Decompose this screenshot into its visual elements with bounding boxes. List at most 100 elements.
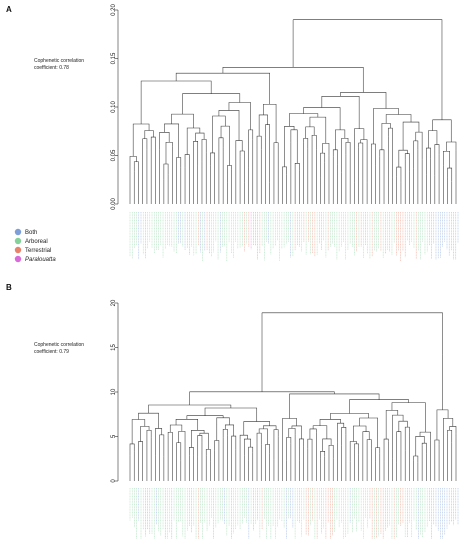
y-axis-tick-label: 0.10 xyxy=(111,101,117,113)
dendrogram-branch xyxy=(404,426,410,451)
dendrogram-branch xyxy=(150,136,156,181)
dendrogram-branch xyxy=(341,427,347,446)
dendrogram-branch xyxy=(371,143,376,166)
dendrogram-branch xyxy=(131,419,146,444)
dendrogram-branch xyxy=(332,149,338,165)
dendrogram-branch xyxy=(375,447,381,462)
dendrogram-branch xyxy=(256,135,262,150)
dendrogram-branch xyxy=(182,93,241,115)
dendrogram-branch xyxy=(189,391,335,406)
dendrogram-branch xyxy=(349,441,357,462)
dendrogram-branch xyxy=(273,429,279,460)
panel-a-dendrogram xyxy=(129,19,457,204)
legend-label-terrestrial: Terrestrial xyxy=(25,248,51,254)
dendrogram-branch xyxy=(319,419,341,426)
dendrogram-branch xyxy=(447,167,453,182)
dendrogram-branch xyxy=(354,128,365,183)
dendrogram-branch xyxy=(290,129,298,164)
dendrogram-branch xyxy=(176,157,182,172)
dendrogram-branch xyxy=(142,138,148,181)
panel-a-coefficient-line2: coefficient: 0.78 xyxy=(34,65,69,71)
dendrogram-branch xyxy=(148,404,232,414)
dendrogram-branch xyxy=(228,102,251,130)
panel-a-coefficient-line1: Cophenetic correlation xyxy=(34,58,84,64)
panel-a-leaf-labels xyxy=(129,212,459,262)
dendrogram-branch xyxy=(345,142,351,163)
dendrogram-branch xyxy=(265,124,270,183)
dendrogram-branch xyxy=(320,152,326,178)
y-axis-tick-label: 0.05 xyxy=(111,149,117,161)
panel-b-coefficient-line2: coefficient: 0.79 xyxy=(34,349,69,355)
dendrogram-branch xyxy=(289,113,319,127)
dendrogram-branch xyxy=(163,163,169,180)
dendrogram-branch xyxy=(387,127,393,178)
dendrogram-branch xyxy=(144,130,154,139)
y-axis-tick-label: 0.15 xyxy=(111,52,117,64)
dendrogram-branch xyxy=(138,441,143,448)
y-axis-tick-label: 15 xyxy=(111,344,117,351)
dendrogram-branch xyxy=(273,142,279,168)
dendrogram-branch xyxy=(244,438,251,456)
legend-swatch-terrestrial xyxy=(14,246,22,254)
dendrogram-branch xyxy=(258,428,268,445)
dendrogram-branch xyxy=(366,439,372,449)
y-axis-tick-label: 20 xyxy=(111,299,117,306)
dendrogram-branch xyxy=(337,422,345,443)
legend-label-both: Both xyxy=(25,230,37,236)
dendrogram-branch xyxy=(354,443,359,455)
dendrogram-branch xyxy=(171,113,194,128)
dendrogram-branch xyxy=(239,434,248,440)
dendrogram-branch xyxy=(146,429,152,441)
dendrogram-branch xyxy=(322,143,330,156)
dendrogram-branch xyxy=(184,154,190,168)
y-axis-tick-label: 5 xyxy=(111,434,117,438)
legend-item-both: Both xyxy=(14,228,37,236)
dendrogram-branch xyxy=(449,426,457,434)
dendrogram-branch xyxy=(188,447,194,456)
dendrogram-branch xyxy=(446,141,457,152)
dendrogram-branch xyxy=(312,425,328,439)
panel-b-letter: B xyxy=(6,283,12,292)
dendrogram-branch xyxy=(379,149,385,172)
dendrogram-branch xyxy=(220,125,230,166)
dendrogram-branch xyxy=(218,110,240,141)
dendrogram-branch xyxy=(309,428,317,440)
y-axis-tick-label: 0.20 xyxy=(111,4,117,16)
dendrogram-branch xyxy=(210,152,215,179)
dendrogram-branch xyxy=(222,428,228,438)
dendrogram-branch xyxy=(396,166,402,183)
dendrogram-branch xyxy=(282,166,287,184)
panel-b-leaf-labels xyxy=(129,488,459,539)
dendrogram-branch xyxy=(140,80,212,125)
dendrogram-branch xyxy=(426,147,431,175)
dendrogram-root xyxy=(262,312,443,355)
dendrogram-branch xyxy=(305,126,315,139)
y-axis-tick-label: 10 xyxy=(111,388,117,395)
dendrogram-branch xyxy=(248,129,254,168)
dendrogram-branch xyxy=(443,418,454,446)
dendrogram-branch xyxy=(256,432,262,445)
dendrogram-branch xyxy=(373,108,399,145)
dendrogram-branch xyxy=(392,414,404,459)
dendrogram-branch xyxy=(176,442,182,461)
dendrogram-branch xyxy=(167,432,173,456)
dendrogram-branch xyxy=(303,138,309,149)
dendrogram-branch xyxy=(385,410,399,440)
panel-b-y-axis: 0 5 10 15 20 xyxy=(111,299,119,483)
dendrogram-branch xyxy=(214,440,220,451)
dendrogram-branch xyxy=(191,430,205,448)
dendrogram-branch xyxy=(201,139,207,162)
legend-label-paralouatta: Paralouatta xyxy=(25,257,56,263)
dendrogram-branch xyxy=(413,140,419,169)
dendrogram-branch xyxy=(398,420,408,432)
dendrogram-branch xyxy=(231,435,237,450)
dendrogram-branch xyxy=(178,431,186,443)
dendrogram-branch xyxy=(383,438,389,462)
dendrogram-branch xyxy=(353,425,367,442)
dendrogram-branch xyxy=(303,107,341,130)
dendrogram-branch xyxy=(284,126,295,167)
legend-item-paralouatta: Paralouatta xyxy=(14,255,56,263)
dendrogram-branch xyxy=(175,72,270,105)
dendrogram-branch xyxy=(258,114,268,137)
